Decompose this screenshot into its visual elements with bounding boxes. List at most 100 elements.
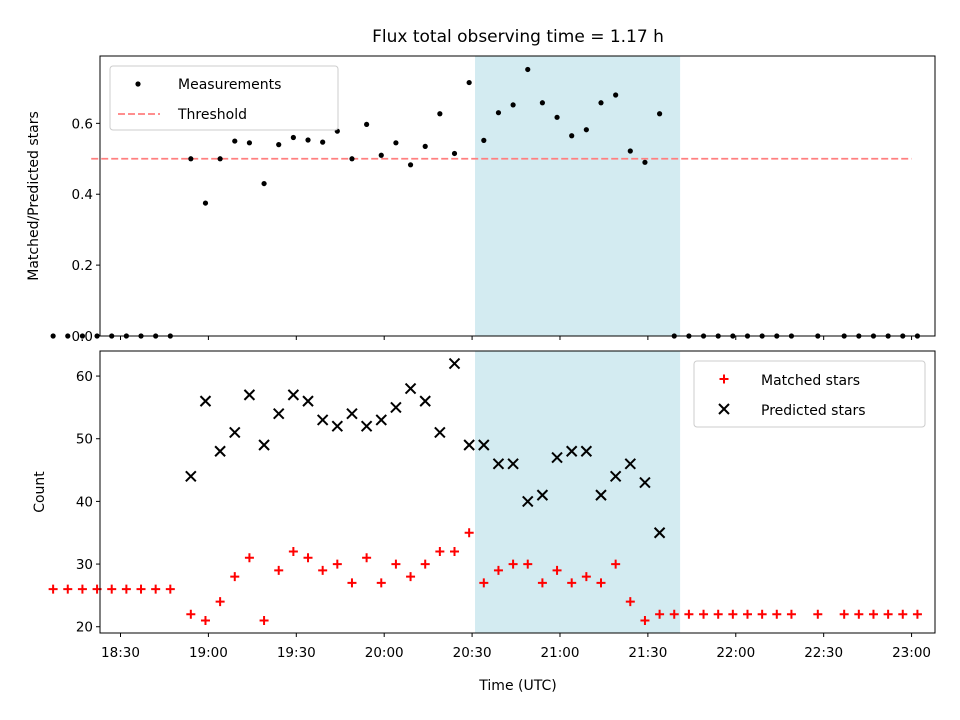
bottom-y-tick-label: 20 (76, 620, 93, 636)
predicted-star-point (360, 420, 373, 432)
matched-star-point (107, 584, 117, 594)
matched-star-point (839, 609, 849, 619)
matched-star-point (625, 597, 635, 607)
bottom-legend: Matched stars Predicted stars (693, 360, 926, 428)
predicted-star-point (522, 495, 534, 508)
top-panel: 0.0 0.2 0.4 0.6 Matched/Predicted stars Measu… (26, 55, 936, 345)
measurement-point (79, 333, 86, 339)
legend-predicted-label: Predicted stars (761, 403, 866, 419)
bottom-y-tick-label: 60 (76, 369, 93, 385)
measurement-point (656, 111, 663, 117)
matched-star-point (757, 609, 767, 619)
predicted-star-point (199, 395, 212, 407)
predicted-star-point (551, 451, 563, 464)
measurement-point (393, 140, 399, 146)
measurement-point (481, 137, 487, 143)
top-axes-frame (99, 55, 936, 337)
measurement-point (554, 114, 560, 120)
predicted-star-point (273, 407, 285, 420)
matched-star-point (552, 565, 562, 575)
predicted-star-point (580, 445, 593, 457)
matched-star-point (728, 609, 738, 619)
matched-star-point (854, 609, 864, 619)
matched-star-point (215, 597, 225, 607)
measurement-point (422, 143, 428, 149)
matched-star-point (420, 559, 430, 569)
predicted-star-point (404, 382, 417, 395)
matched-star-point (332, 559, 342, 569)
predicted-star-point (258, 439, 270, 451)
predicted-star-point (653, 527, 666, 539)
bottom-y-axis-label: Count (32, 471, 48, 513)
predicted-star-point (463, 439, 475, 451)
matched-star-point (318, 565, 328, 575)
matched-star-point (151, 584, 161, 594)
top-y-tick-label: 0.4 (72, 187, 93, 203)
predicted-star-point (565, 445, 578, 457)
measurement-point (437, 111, 443, 117)
matched-star-point (596, 578, 606, 588)
predicted-star-point (492, 458, 505, 470)
top-legend: Measurements Threshold (109, 65, 339, 131)
measurement-point (569, 133, 575, 139)
measurement-point (232, 138, 238, 144)
matched-star-point (742, 609, 752, 619)
top-legend-box (109, 65, 339, 131)
matched-star-point (567, 578, 577, 588)
legend-matched-label: Matched stars (761, 373, 860, 389)
matched-star-point (347, 578, 357, 588)
measurement-point (613, 92, 619, 98)
matched-star-point (684, 609, 694, 619)
matched-star-point (699, 609, 709, 619)
matched-star-point (200, 615, 210, 625)
matched-star-point (288, 547, 298, 557)
measurement-point (510, 102, 516, 108)
predicted-star-point (478, 439, 490, 451)
matched-star-point (136, 584, 146, 594)
predicted-star-point (214, 445, 226, 457)
measurement-point (261, 180, 267, 187)
matched-star-point (898, 609, 908, 619)
bottom-y-tick-label: 30 (76, 557, 93, 573)
measurement-point (50, 333, 56, 339)
measurement-point (188, 156, 194, 162)
matched-star-point (537, 578, 547, 588)
x-tick-label: 21:30 (628, 645, 667, 661)
predicted-star-point (448, 357, 461, 370)
legend-predicted-marker (718, 403, 730, 415)
legend-matched-marker (719, 374, 729, 384)
predicted-star-point (624, 458, 637, 470)
matched-star-point (303, 553, 313, 563)
matched-star-point (786, 609, 796, 619)
chart-title: Flux total observing time = 1.17 h (372, 27, 664, 47)
x-axis-label: Time (UTC) (478, 678, 556, 694)
matched-star-point (523, 559, 533, 569)
matched-star-point (813, 609, 823, 619)
x-tick-label: 22:30 (804, 645, 843, 661)
predicted-star-point (507, 458, 519, 470)
predicted-star-point (316, 414, 329, 426)
matched-star-point (165, 584, 175, 594)
top-y-axis-label: Matched/Predicted stars (26, 111, 42, 281)
x-tick-label: 20:00 (365, 645, 404, 661)
x-tick-label: 23:00 (892, 645, 931, 661)
measurement-point (598, 100, 604, 106)
x-tick-label: 18:30 (101, 645, 140, 661)
predicted-star-point (536, 489, 549, 501)
matched-star-point (479, 578, 489, 588)
measurement-point (451, 150, 458, 157)
predicted-star-point (331, 420, 344, 432)
measurement-point (495, 110, 502, 116)
measurement-point (525, 66, 531, 73)
matched-star-point (406, 572, 416, 582)
predicted-star-point (419, 395, 431, 407)
measurement-point (202, 200, 209, 206)
predicted-star-point (229, 426, 241, 439)
predicted-star-point (346, 407, 358, 420)
legend-threshold-label: Threshold (177, 107, 247, 123)
predicted-star-point (185, 470, 197, 483)
measurement-point (378, 152, 384, 158)
matched-star-point (450, 547, 460, 557)
measurement-point (290, 134, 296, 141)
